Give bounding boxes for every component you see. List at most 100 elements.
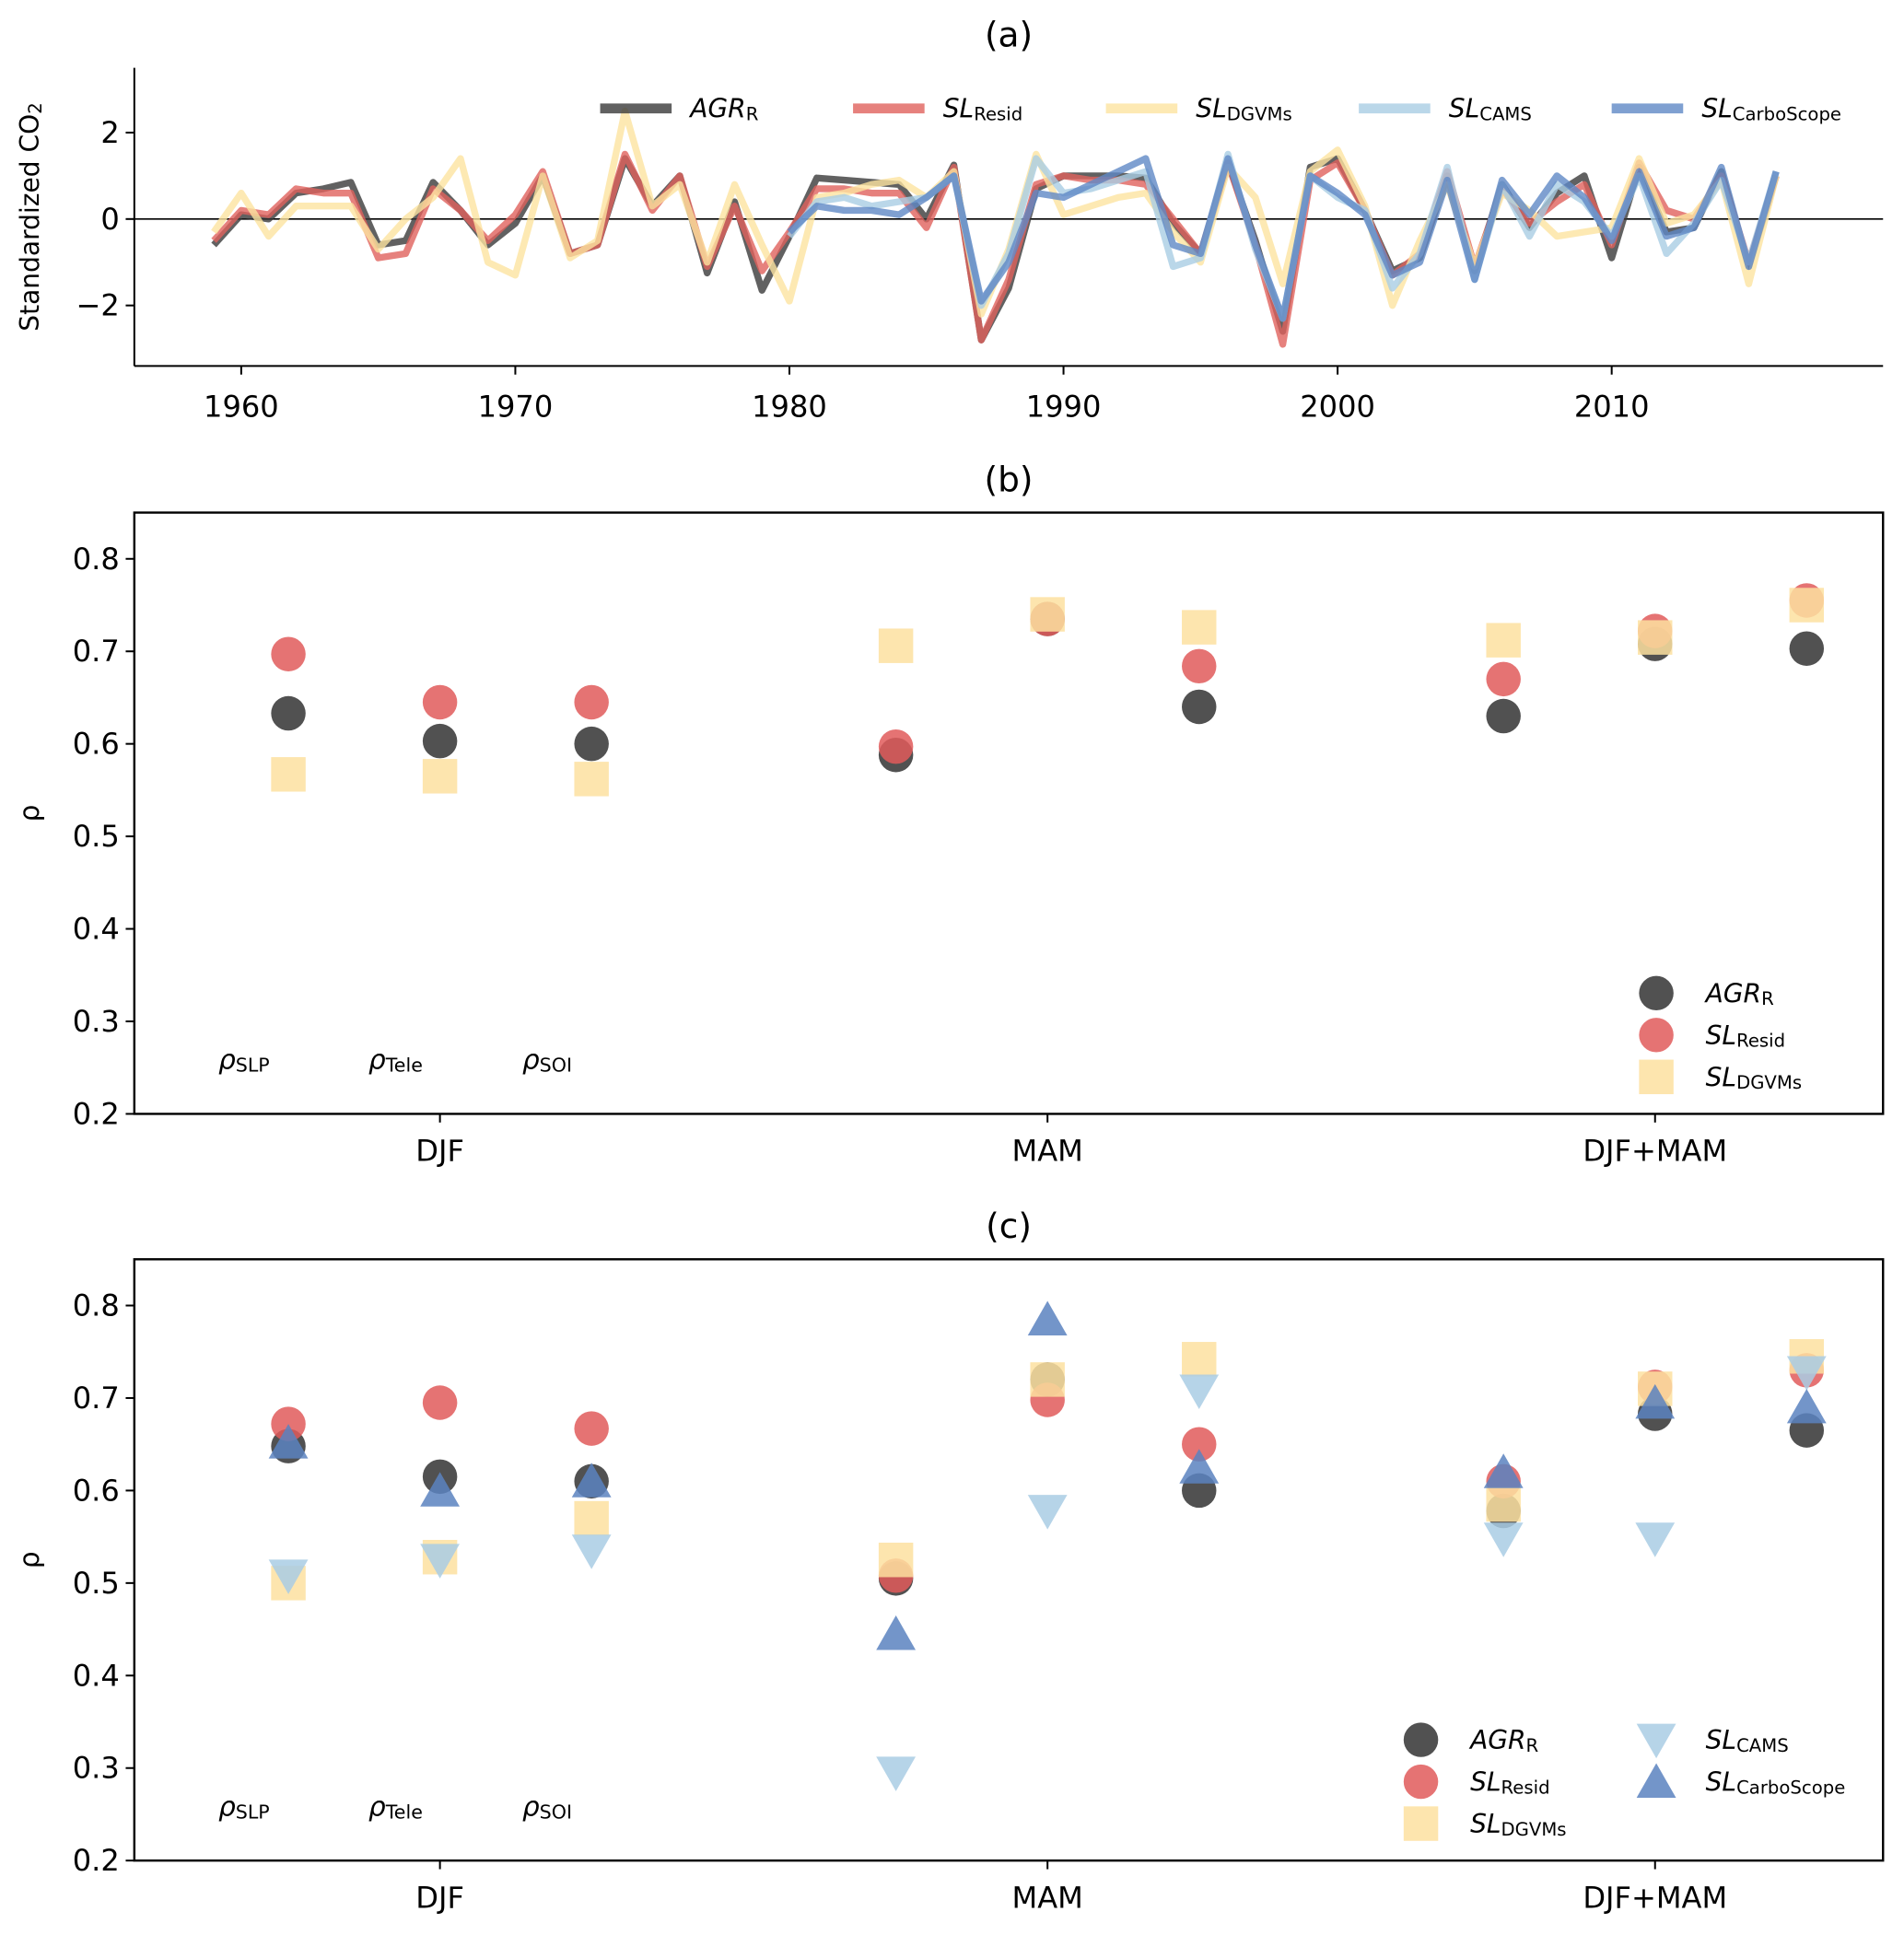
panel: (a) Standardized CO2 −2 0 2 1960 1970 1980 1990 2… xyxy=(15,14,1884,425)
y-tick-label: 0.2 xyxy=(73,1096,120,1131)
subgroup-label: ρSLP xyxy=(218,1790,270,1823)
point xyxy=(1638,620,1673,655)
point xyxy=(1486,623,1521,658)
y-tick-label: 0.2 xyxy=(73,1843,120,1878)
axes-frame xyxy=(133,1258,1885,1862)
point xyxy=(574,684,609,720)
point xyxy=(574,762,609,797)
y-axis-label: ρ xyxy=(14,805,45,822)
point xyxy=(574,726,609,762)
panel: (b) ρ 0.2 0.3 0.4 0.5 0.6 0.7 0.8 DJF MAM DJF+MAM ρS… xyxy=(14,459,1885,1169)
point xyxy=(268,1559,309,1594)
point xyxy=(1182,610,1217,645)
point xyxy=(1027,1495,1068,1530)
legend-marker xyxy=(1639,1018,1674,1053)
legend-label: SLCAMS xyxy=(1449,93,1532,124)
subgroup-label: ρTele xyxy=(368,1044,423,1077)
legend-marker xyxy=(1636,1763,1676,1798)
y-tick-label: 0.5 xyxy=(73,1566,120,1601)
y-axis-label: ρ xyxy=(14,1551,45,1568)
x-tick-label: 2000 xyxy=(1300,390,1375,425)
point xyxy=(420,1472,461,1507)
legend-label: AGRR xyxy=(688,93,758,124)
point xyxy=(1483,1453,1524,1488)
point xyxy=(1179,1449,1220,1484)
x-tick-label: DJF+MAM xyxy=(1583,1134,1727,1169)
legend-label: AGRR xyxy=(1468,1725,1538,1756)
panel-title: (b) xyxy=(985,459,1034,499)
point xyxy=(422,1385,458,1420)
point xyxy=(571,1534,612,1569)
point xyxy=(1486,698,1521,734)
point xyxy=(1789,588,1825,623)
point xyxy=(1486,661,1521,697)
point xyxy=(1030,597,1065,632)
legend-label: AGRR xyxy=(1704,978,1774,1009)
point xyxy=(574,1411,609,1446)
legend-marker xyxy=(1403,1764,1439,1800)
legend-marker xyxy=(1639,975,1674,1011)
legend-label: SLResid xyxy=(1470,1766,1550,1798)
panel-title: (a) xyxy=(985,14,1033,54)
point xyxy=(422,723,458,759)
y-tick-label: 0.8 xyxy=(73,1288,120,1323)
x-tick-label: MAM xyxy=(1012,1134,1083,1169)
panel-title: (c) xyxy=(986,1206,1032,1246)
point xyxy=(1182,1427,1217,1462)
point xyxy=(268,1424,309,1459)
x-tick-label: 1970 xyxy=(478,390,554,425)
y-tick-label: 0 xyxy=(100,202,119,237)
point xyxy=(876,1756,917,1791)
x-tick-label: DJF xyxy=(415,1134,464,1169)
y-tick-label: −2 xyxy=(76,288,119,323)
legend-label: SLDGVMs xyxy=(1470,1809,1566,1840)
point xyxy=(1486,1486,1521,1522)
point xyxy=(876,1615,917,1650)
y-tick-label: 0.4 xyxy=(73,912,120,947)
legend-marker xyxy=(1403,1806,1439,1841)
axes-frame xyxy=(133,511,1885,1115)
y-tick-label: 0.4 xyxy=(73,1658,120,1693)
y-tick-label: 0.6 xyxy=(73,1473,120,1508)
subgroup-label: ρSLP xyxy=(218,1044,270,1077)
point xyxy=(271,695,306,731)
point xyxy=(1182,1342,1217,1377)
legend-label: SLCarboScope xyxy=(1706,1766,1846,1798)
series-line xyxy=(211,150,1780,348)
x-tick-label: 1990 xyxy=(1026,390,1102,425)
point xyxy=(1635,1522,1676,1557)
legend-label: SLCarboScope xyxy=(1701,93,1841,124)
point xyxy=(574,1500,609,1536)
point xyxy=(571,1463,612,1498)
point xyxy=(420,1544,461,1579)
legend-label: SLResid xyxy=(943,93,1023,124)
legend-marker xyxy=(1639,1059,1674,1095)
point xyxy=(1179,1374,1220,1410)
x-tick-label: 1960 xyxy=(204,390,279,425)
point xyxy=(271,1406,306,1441)
point xyxy=(1483,1522,1524,1557)
y-tick-label: 0.8 xyxy=(73,542,120,577)
y-tick-label: 2 xyxy=(100,115,119,150)
point xyxy=(271,636,306,671)
point xyxy=(422,759,458,794)
point xyxy=(422,684,458,720)
point xyxy=(878,1543,914,1578)
point xyxy=(878,729,914,764)
point xyxy=(1789,631,1825,666)
subgroup-label: ρSOI xyxy=(522,1044,572,1077)
x-tick-label: 2010 xyxy=(1574,390,1650,425)
x-tick-label: DJF+MAM xyxy=(1583,1880,1727,1915)
legend-label: SLCAMS xyxy=(1706,1725,1789,1756)
y-tick-label: 0.7 xyxy=(73,1381,120,1416)
series-line xyxy=(787,155,1780,322)
point xyxy=(1786,1388,1827,1424)
point xyxy=(1786,1356,1827,1391)
y-tick-label: 0.3 xyxy=(73,1751,120,1786)
legend-marker xyxy=(1403,1722,1439,1757)
x-tick-label: MAM xyxy=(1012,1880,1083,1915)
legend-marker xyxy=(1636,1723,1676,1759)
legend-label: SLDGVMs xyxy=(1196,93,1291,124)
x-tick-label: DJF xyxy=(415,1880,464,1915)
